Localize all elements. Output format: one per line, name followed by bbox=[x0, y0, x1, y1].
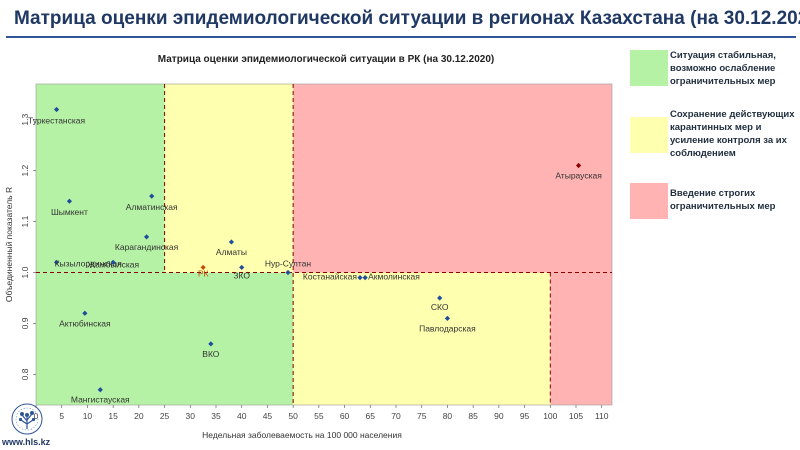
x-tick-label-17: 85 bbox=[468, 411, 478, 421]
data-label-1: Шымкент bbox=[51, 207, 88, 217]
data-point-11 bbox=[362, 275, 368, 281]
x-tick-label-4: 20 bbox=[134, 411, 144, 421]
data-label-13: Павлодарская bbox=[419, 323, 476, 333]
data-point-12 bbox=[437, 295, 443, 301]
website-link[interactable]: www.hls.kz bbox=[2, 437, 51, 447]
x-tick-label-14: 70 bbox=[391, 411, 401, 421]
zone-2 bbox=[36, 272, 294, 405]
legend-swatch-red bbox=[630, 183, 668, 219]
data-label-10: Костанайская bbox=[303, 272, 358, 282]
x-tick-label-22: 110 bbox=[595, 411, 609, 421]
data-label-2: Алматинская bbox=[126, 202, 178, 212]
zone-5 bbox=[550, 272, 612, 405]
data-label-3: Карагандинская bbox=[115, 242, 179, 252]
y-axis-label: Объединенный показатель R bbox=[4, 187, 14, 302]
data-point-10 bbox=[357, 275, 363, 281]
data-point-9 bbox=[285, 269, 291, 276]
data-point-3 bbox=[143, 234, 150, 240]
x-tick-label-12: 60 bbox=[340, 411, 350, 421]
y-tick-label-3: 1.1 bbox=[20, 215, 30, 227]
slide-title: Матрица оценки эпидемиологической ситуац… bbox=[14, 8, 800, 29]
x-tick-label-3: 15 bbox=[108, 411, 118, 421]
x-tick-label-18: 90 bbox=[494, 411, 504, 421]
x-axis-label: Недельная заболеваемость на 100 000 насе… bbox=[202, 430, 402, 440]
data-label-15: ВКО bbox=[202, 349, 220, 359]
data-label-8: ЗКО bbox=[233, 270, 250, 280]
x-tick-label-21: 105 bbox=[569, 411, 583, 421]
y-tick-label-5: 1.3 bbox=[20, 113, 30, 125]
data-point-8 bbox=[239, 264, 245, 271]
data-label-0: Туркестанская bbox=[28, 115, 85, 125]
data-label-17: Атырауская bbox=[555, 171, 602, 181]
header-divider bbox=[6, 36, 796, 38]
x-tick-label-15: 75 bbox=[417, 411, 427, 421]
data-label-7: РК bbox=[198, 268, 209, 278]
legend-swatch-yellow bbox=[630, 117, 668, 153]
y-tick-label-4: 1.2 bbox=[20, 164, 30, 176]
data-label-9: Нур-Султан bbox=[265, 259, 312, 269]
data-label-5: Кызылординская bbox=[55, 258, 123, 268]
legend-label-strict: Введение строгих ограничительных мер bbox=[670, 188, 776, 212]
data-point-17 bbox=[575, 162, 582, 169]
data-label-16: Мангистауская bbox=[71, 395, 130, 405]
data-point-2 bbox=[149, 193, 155, 199]
data-point-1 bbox=[66, 198, 73, 204]
x-tick-label-9: 45 bbox=[263, 411, 273, 421]
data-label-11: Акмолинская bbox=[368, 272, 420, 282]
data-point-14 bbox=[82, 310, 88, 316]
data-point-6 bbox=[110, 259, 116, 265]
zone-3 bbox=[293, 272, 551, 405]
data-label-12: СКО bbox=[431, 302, 449, 312]
legend-label-maintain: Сохранение действующих карантинных мер и… bbox=[670, 109, 795, 159]
legend-swatch-green bbox=[630, 50, 668, 86]
y-tick-label-0: 0.8 bbox=[20, 368, 30, 380]
x-tick-label-19: 95 bbox=[520, 411, 530, 421]
x-tick-label-7: 35 bbox=[211, 411, 221, 421]
data-point-5 bbox=[53, 259, 60, 265]
y-tick-label-1: 0.9 bbox=[20, 317, 30, 329]
data-point-13 bbox=[444, 315, 451, 321]
x-tick-label-8: 40 bbox=[237, 411, 247, 421]
slide-header: Матрица оценки эпидемиологической ситуац… bbox=[0, 0, 800, 38]
legend-label-stable: Ситуация стабильная, возможно ослабление… bbox=[670, 50, 776, 87]
plot-border bbox=[35, 83, 613, 406]
x-tick-label-13: 65 bbox=[366, 411, 376, 421]
x-tick-label-20: 100 bbox=[543, 411, 557, 421]
x-tick-label-1: 5 bbox=[59, 411, 64, 421]
y-tick-label-2: 1.0 bbox=[20, 266, 30, 278]
x-tick-label-16: 80 bbox=[443, 411, 453, 421]
x-tick-label-11: 55 bbox=[314, 411, 324, 421]
data-label-6: Жамбылская bbox=[87, 259, 139, 269]
zone-1 bbox=[164, 84, 294, 273]
organization-logo-icon bbox=[11, 403, 43, 435]
data-point-4 bbox=[228, 239, 235, 245]
data-point-15 bbox=[208, 341, 214, 347]
x-tick-label-0: 0 bbox=[34, 411, 39, 421]
zone-4 bbox=[293, 84, 612, 273]
data-point-7 bbox=[200, 264, 206, 271]
x-tick-label-2: 10 bbox=[83, 411, 93, 421]
x-tick-label-10: 50 bbox=[288, 411, 298, 421]
data-point-16 bbox=[97, 387, 103, 393]
chart-title: Матрица оценки эпидемиологической ситуац… bbox=[157, 54, 495, 65]
data-point-0 bbox=[53, 106, 60, 113]
data-label-4: Алматы bbox=[216, 247, 247, 257]
x-tick-label-6: 30 bbox=[186, 411, 196, 421]
data-label-14: Актюбинская bbox=[59, 318, 111, 328]
x-tick-label-5: 25 bbox=[160, 411, 170, 421]
